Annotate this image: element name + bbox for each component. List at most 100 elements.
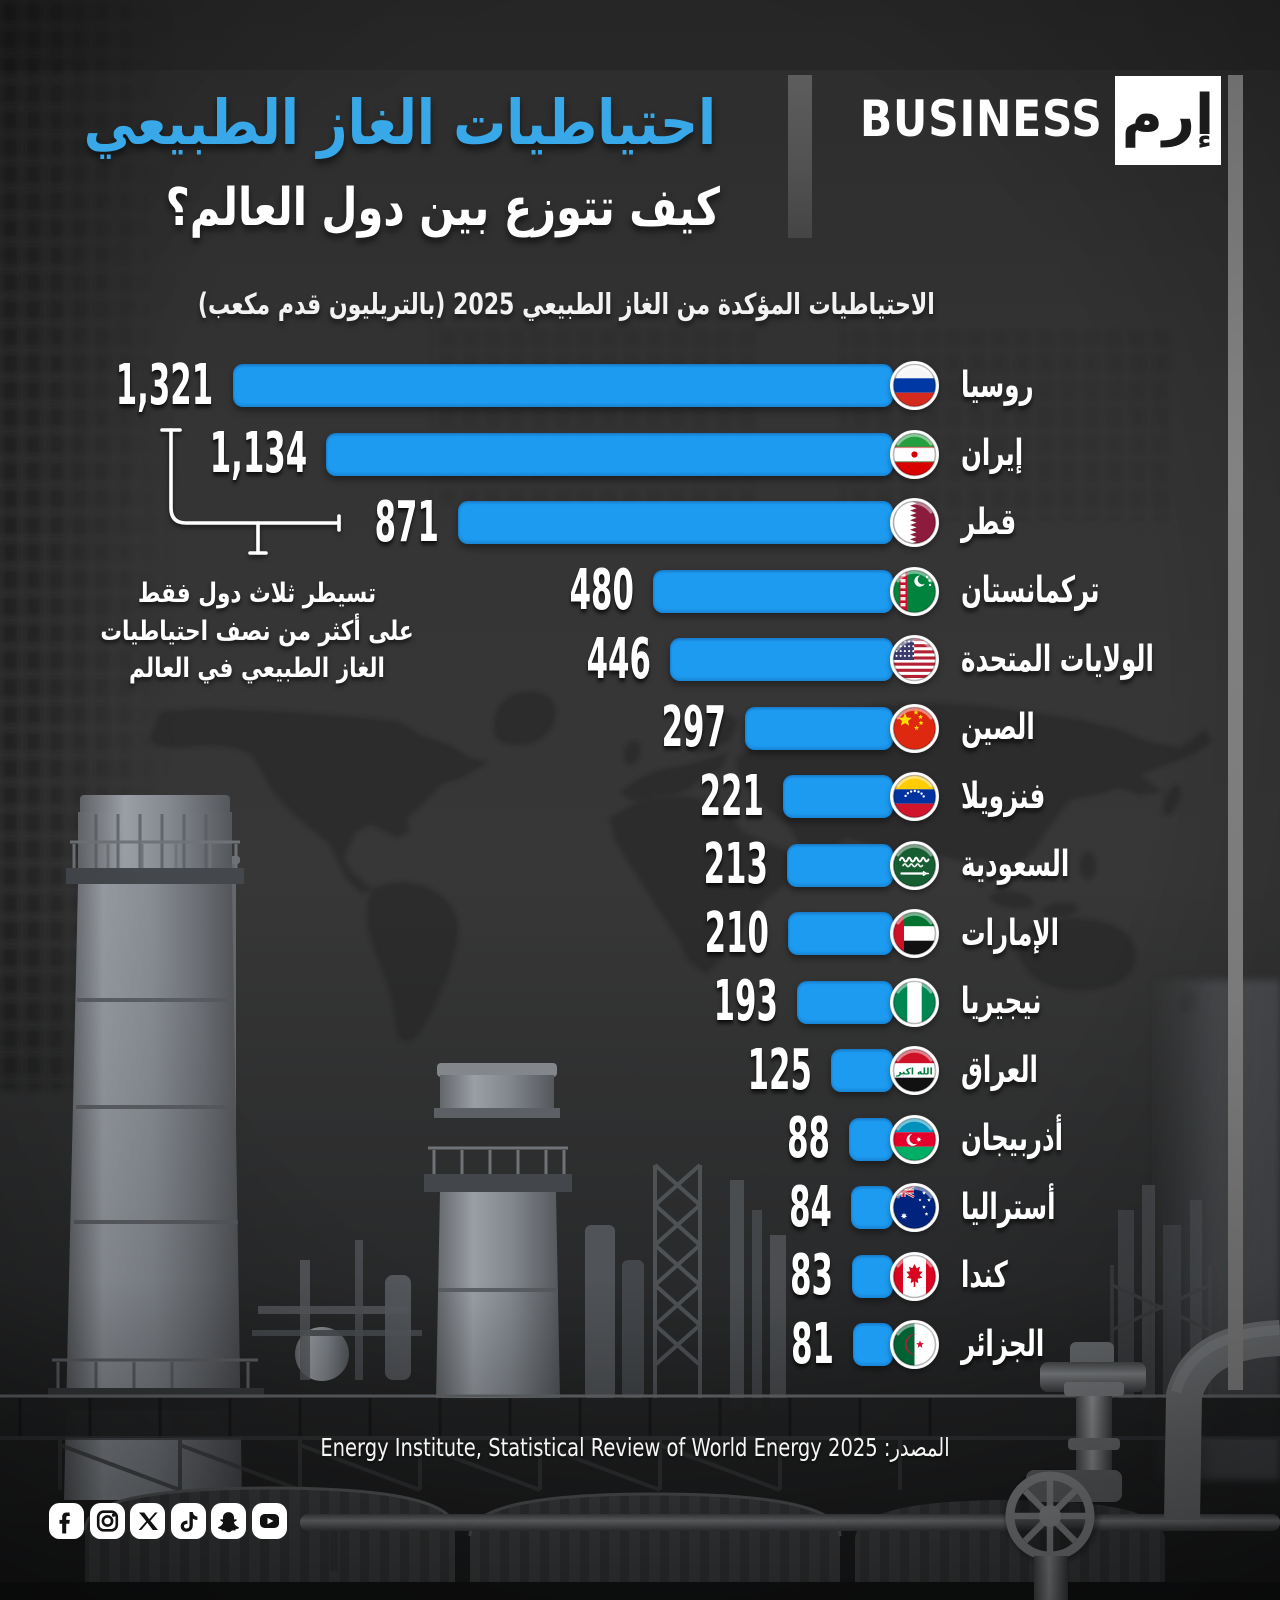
- chart-row: 125 الله اكبر العراق: [0, 1042, 1280, 1098]
- page-title-line1: احتياطيات الغاز الطبيعي: [83, 86, 716, 159]
- bar: [849, 1117, 893, 1161]
- country-label: إيران: [961, 433, 1024, 474]
- svg-text:الله اكبر: الله اكبر: [895, 1068, 932, 1078]
- snapchat-icon[interactable]: [211, 1503, 246, 1539]
- bar-value: 125: [747, 1037, 812, 1103]
- bar: [653, 569, 893, 613]
- bar-value: 83: [789, 1243, 833, 1308]
- bar: [788, 912, 893, 955]
- nigeria-flag-icon: [889, 977, 939, 1027]
- source-line: المصدر: Energy Institute, Statistical Re…: [296, 1433, 975, 1462]
- chart-row: 210 الإمارات: [0, 905, 1280, 961]
- bar: [851, 1254, 893, 1298]
- annotation-line1: تسيطر ثلاث دول فقط: [137, 578, 377, 609]
- country-label: كندا: [961, 1255, 1008, 1296]
- instagram-icon[interactable]: [89, 1503, 125, 1539]
- page-title-line2: كيف تتوزع بين دول العالم؟: [165, 178, 720, 238]
- chart-row: 88 أذربيجان: [0, 1111, 1280, 1167]
- chart-row: 1,321 روسيا: [0, 357, 1280, 413]
- bar-value: 221: [699, 763, 764, 829]
- brand-logo: إرم: [1115, 76, 1221, 165]
- bar: [851, 1186, 893, 1229]
- country-label: السعودية: [961, 844, 1070, 885]
- brand-wordmark: BUSINESS: [860, 90, 1103, 148]
- country-label: فنزويلا: [961, 775, 1046, 817]
- venezuela-flag-icon: [889, 772, 939, 821]
- country-label: قطر: [961, 501, 1017, 543]
- country-label: أذربيجان: [961, 1118, 1063, 1159]
- country-label: الولايات المتحدة: [961, 638, 1154, 680]
- bar: [457, 501, 893, 544]
- chart-row: 221 فنزويلا: [0, 768, 1280, 824]
- chart-row: 83 كندا: [0, 1248, 1280, 1304]
- chart-row: 1,134 إيران: [0, 426, 1280, 482]
- iraq-flag-icon: الله اكبر: [889, 1046, 939, 1095]
- tiktok-icon[interactable]: [170, 1503, 206, 1539]
- bar: [796, 980, 893, 1024]
- source-label: المصدر:: [883, 1433, 950, 1462]
- chart-row: 84 أستراليا: [0, 1179, 1280, 1235]
- annotation-line3: الغاز الطبيعي في العالم: [129, 653, 385, 684]
- iran-flag-icon: [889, 429, 939, 479]
- australia-flag-icon: [889, 1183, 939, 1232]
- canada-flag-icon: [889, 1251, 939, 1301]
- bar-value: 88: [787, 1106, 830, 1171]
- bar-value: 446: [586, 626, 651, 692]
- bar: [786, 843, 893, 887]
- bar: [830, 1049, 893, 1092]
- saudi-arabia-flag-icon: [889, 840, 939, 890]
- algeria-flag-icon: [889, 1320, 939, 1369]
- bar-value: 480: [569, 558, 634, 623]
- bar: [670, 638, 893, 681]
- youtube-icon[interactable]: [251, 1503, 287, 1539]
- bar: [326, 432, 893, 476]
- country-label: نيجيريا: [961, 981, 1042, 1022]
- qatar-flag-icon: [889, 498, 939, 547]
- bar: [744, 706, 893, 750]
- russia-flag-icon: [889, 361, 939, 410]
- country-label: روسيا: [961, 364, 1034, 406]
- china-flag-icon: [889, 703, 939, 753]
- country-label: تركمانستان: [961, 570, 1100, 611]
- chart-subtitle: الاحتياطيات المؤكدة من الغاز الطبيعي 202…: [197, 287, 935, 321]
- country-label: الإمارات: [961, 912, 1060, 954]
- bar-value: 297: [661, 695, 726, 760]
- country-label: الجزائر: [961, 1323, 1045, 1365]
- social-icons: [49, 1503, 287, 1539]
- azerbaijan-flag-icon: [889, 1114, 939, 1164]
- bar-value: 213: [703, 832, 768, 897]
- country-label: العراق: [961, 1049, 1038, 1091]
- chart-row: 446 الولايات المتحدة: [0, 631, 1280, 687]
- brand-logo-text: إرم: [1121, 82, 1215, 148]
- facebook-icon[interactable]: [49, 1503, 84, 1539]
- chart-row: 193 نيجيريا: [0, 974, 1280, 1030]
- x-icon[interactable]: [130, 1503, 165, 1539]
- bar-value: 210: [704, 900, 769, 966]
- chart-row: 871 قطر: [0, 494, 1280, 550]
- bar: [232, 364, 893, 407]
- bar: [852, 1323, 893, 1366]
- turkmenistan-flag-icon: [889, 566, 939, 616]
- right-vertical-bar: [1228, 75, 1243, 1390]
- bar-value: 193: [713, 969, 778, 1034]
- uae-flag-icon: [889, 909, 939, 958]
- chart-row: 213 السعودية: [0, 837, 1280, 893]
- bar: [782, 775, 893, 818]
- annotation-bracket: [160, 428, 341, 555]
- annotation-text: تسيطر ثلاث دول فقط على أكثر من نصف احتيا…: [89, 575, 425, 688]
- header-divider: [788, 75, 812, 238]
- country-label: الصين: [961, 707, 1035, 748]
- chart-row: 480 تركمانستان: [0, 563, 1280, 619]
- bar-value: 1,134: [209, 421, 307, 486]
- annotation-line2: على أكثر من نصف احتياطيات: [100, 615, 414, 647]
- usa-flag-icon: [889, 635, 939, 684]
- chart-row: 297 الصين: [0, 700, 1280, 756]
- chart-row: 81 الجزائر: [0, 1316, 1280, 1372]
- bar-value: 871: [374, 489, 439, 555]
- country-label: أستراليا: [961, 1186, 1056, 1228]
- bar-value: 81: [790, 1311, 834, 1377]
- bar-value: 84: [789, 1174, 832, 1240]
